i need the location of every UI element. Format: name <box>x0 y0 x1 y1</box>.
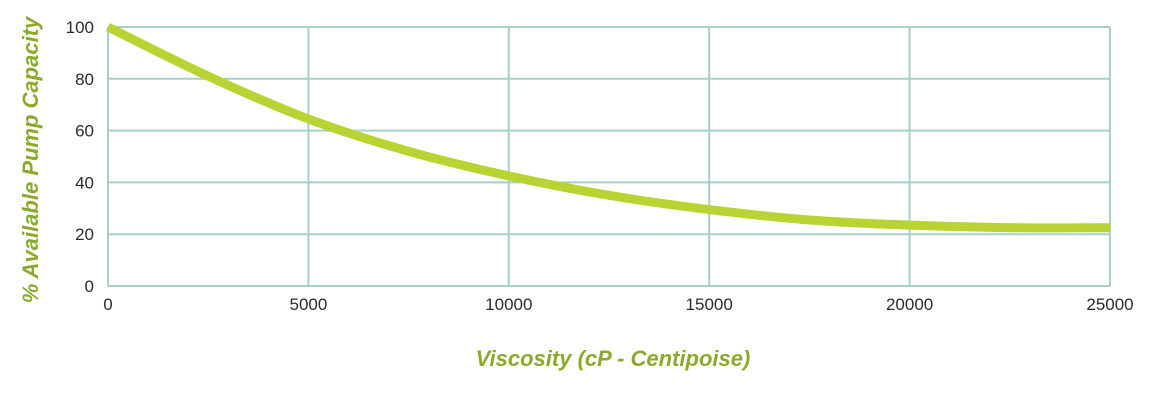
y-tick-label: 20 <box>75 225 94 244</box>
x-tick-label: 20000 <box>886 295 933 314</box>
x-tick-label: 15000 <box>686 295 733 314</box>
y-tick-label: 0 <box>85 277 94 296</box>
x-tick-label: 10000 <box>485 295 532 314</box>
series-layer <box>106 22 1111 233</box>
y-axis-title: % Available Pump Capacity <box>18 15 43 303</box>
y-tick-label: 80 <box>75 70 94 89</box>
x-tick-label: 5000 <box>289 295 327 314</box>
x-axis-title: Viscosity (cP - Centipoise) <box>476 346 751 371</box>
x-tick-label: 25000 <box>1086 295 1133 314</box>
y-tick-label: 40 <box>75 173 94 192</box>
grid <box>107 26 1111 287</box>
y-tick-labels: 0 20 40 60 80 100 <box>66 18 94 296</box>
x-tick-labels: 0 5000 10000 15000 20000 25000 <box>103 295 1133 314</box>
y-tick-label: 100 <box>66 18 94 37</box>
y-tick-label: 60 <box>75 122 94 141</box>
x-tick-label: 0 <box>103 295 112 314</box>
series-line <box>106 22 1111 233</box>
